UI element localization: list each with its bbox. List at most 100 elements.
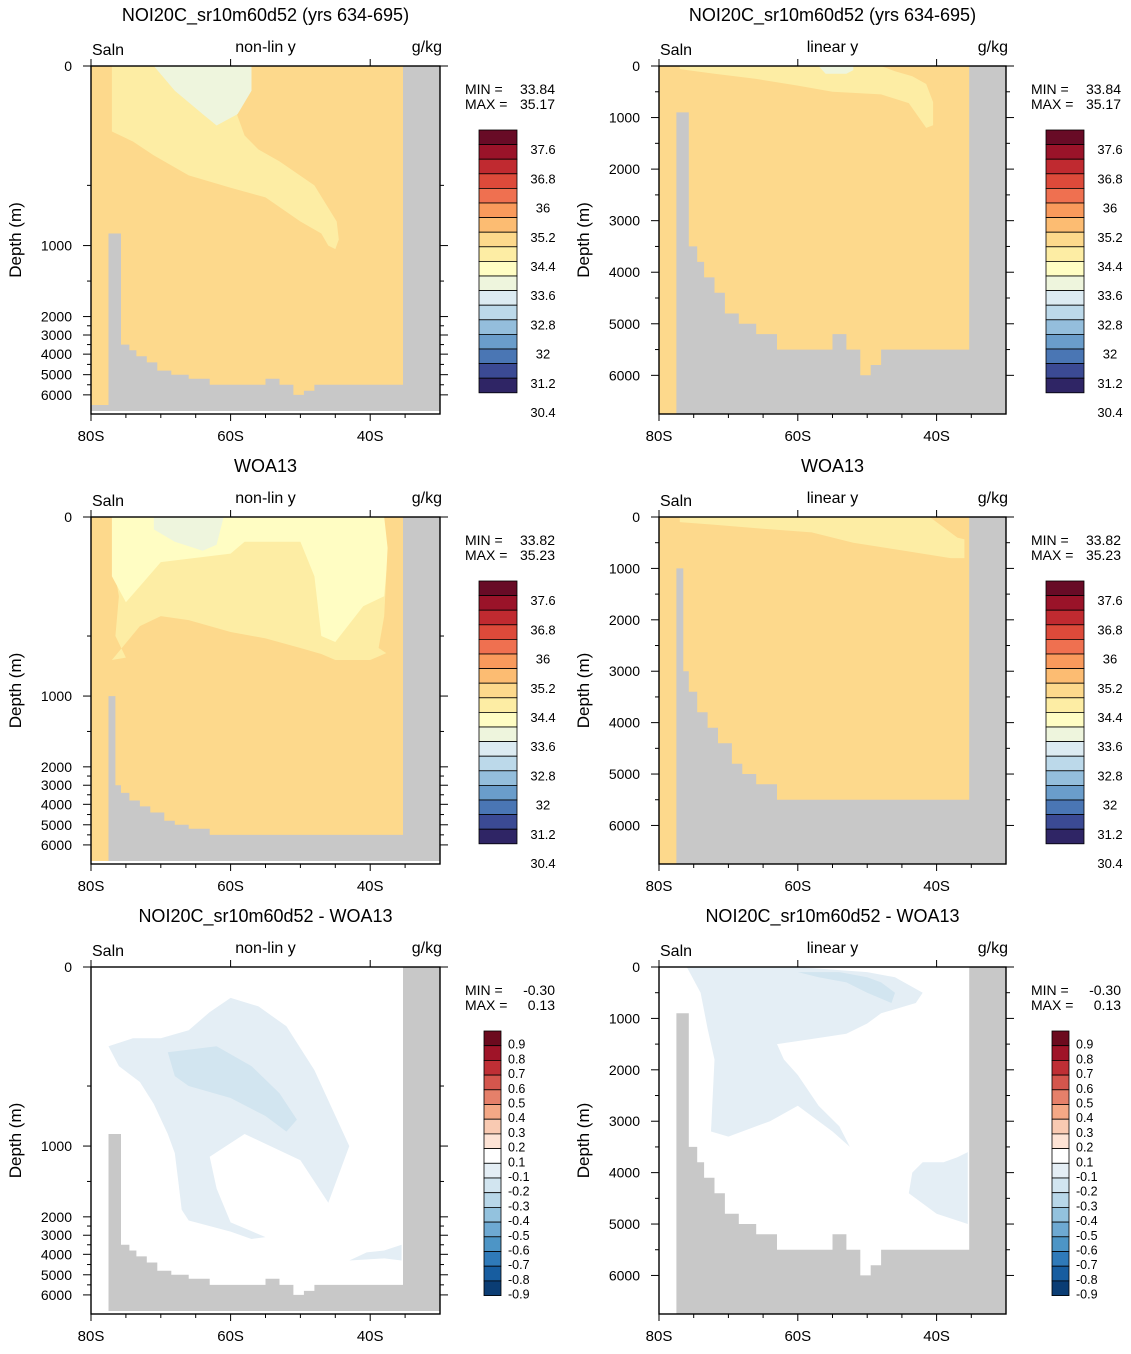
colorbar-label: 30.4 — [1097, 405, 1122, 420]
y-axis-label: Depth (m) — [6, 1103, 25, 1179]
colorbar-label: 32.8 — [1097, 317, 1122, 332]
y-tick-label: 6000 — [41, 837, 72, 853]
colorbar-box — [483, 1280, 502, 1297]
min-value: 33.82 — [520, 532, 555, 548]
colorbar-label: -0.1 — [1076, 1170, 1098, 1184]
colorbar-label: 30.4 — [530, 856, 555, 871]
colorbar-label: -0.5 — [1076, 1229, 1098, 1243]
colorbar-box — [1045, 260, 1085, 277]
y-tick-label: 5000 — [609, 316, 640, 332]
colorbar-box — [478, 144, 518, 160]
min-label: MIN = — [465, 982, 503, 998]
colorbar-box — [1045, 290, 1085, 306]
colorbar-box — [483, 1192, 502, 1208]
plot-area — [91, 967, 440, 1311]
variable-label: Saln — [92, 943, 124, 960]
colorbar-box — [1045, 828, 1085, 845]
y-tick-label: 4000 — [41, 796, 72, 812]
chart-subtitle: linear y — [807, 940, 859, 957]
colorbar-label: 0.3 — [508, 1126, 525, 1140]
colorbar-label: 36.8 — [530, 171, 555, 186]
x-tick-label: 40S — [357, 428, 384, 445]
colorbar-label: 32 — [536, 798, 550, 813]
y-tick-label: 4000 — [41, 346, 72, 362]
max-label: MAX = — [465, 997, 507, 1013]
units-label: g/kg — [412, 490, 442, 507]
x-tick-label: 80S — [78, 878, 105, 895]
colorbar-label: 34.4 — [530, 259, 555, 274]
x-tick-label: 80S — [646, 428, 673, 445]
colorbar-box — [483, 1207, 502, 1223]
y-tick-label: 5000 — [41, 1267, 72, 1283]
colorbar-box — [1045, 814, 1085, 830]
colorbar-label: 0.8 — [1076, 1052, 1093, 1066]
colorbar-label: 0.1 — [508, 1155, 525, 1169]
colorbar: 0.90.80.70.60.50.40.30.20.1-0.1-0.2-0.3-… — [1051, 1030, 1098, 1302]
plot-area — [659, 967, 1006, 1314]
y-tick-label: 1000 — [41, 1138, 72, 1154]
contour-region-3 — [349, 66, 399, 166]
y-tick-label: 2000 — [41, 759, 72, 775]
colorbar-label: 30.4 — [530, 405, 555, 420]
colorbar-box — [483, 1030, 502, 1047]
y-tick-label: 0 — [632, 959, 640, 975]
y-axis-label: Depth (m) — [574, 1103, 593, 1179]
colorbar-label: 0.4 — [1076, 1111, 1093, 1125]
colorbar-box — [478, 377, 518, 394]
contour-region-4 — [378, 517, 402, 654]
colorbar-box — [478, 129, 518, 146]
y-tick-label: 5000 — [41, 817, 72, 833]
chart-subtitle: non-lin y — [235, 39, 295, 56]
max-label: MAX = — [465, 96, 507, 112]
colorbar-box — [1045, 580, 1085, 597]
colorbar-label: 36 — [536, 201, 550, 216]
colorbar: 37.6 36.8 36 35.2 34.4 33.6 32.8 32 31.2 30.4 — [478, 129, 556, 420]
colorbar-label: 0.3 — [1076, 1126, 1093, 1140]
x-tick-label: 40S — [357, 1328, 384, 1345]
colorbar-box — [1045, 231, 1085, 248]
y-tick-label: 0 — [64, 959, 72, 975]
colorbar-box — [1045, 319, 1085, 335]
plot-area — [91, 517, 440, 861]
chart-title: NOI20C_sr10m60d52 (yrs 634-695) — [689, 5, 976, 26]
y-axis-label: Depth (m) — [574, 653, 593, 729]
colorbar-box — [1051, 1280, 1070, 1297]
colorbar-box — [478, 173, 518, 189]
chart-subtitle: non-lin y — [235, 490, 295, 507]
colorbar-box — [478, 726, 518, 743]
x-tick-label: 80S — [646, 878, 673, 895]
chart-title: WOA13 — [801, 456, 864, 476]
colorbar: 0.90.80.70.60.50.40.30.20.1-0.1-0.2-0.3-… — [483, 1030, 530, 1302]
colorbar-box — [1045, 275, 1085, 292]
colorbar-box — [1051, 1162, 1070, 1179]
x-tick-label: 60S — [217, 878, 244, 895]
colorbar-box — [483, 1045, 502, 1061]
colorbar-box — [1051, 1104, 1070, 1120]
colorbar-box — [1045, 173, 1085, 189]
colorbar-label: 32 — [1103, 798, 1117, 813]
y-tick-label: 4000 — [609, 715, 640, 731]
contour-region-1 — [111, 66, 339, 250]
land-mask — [659, 967, 1006, 1314]
y-tick-label: 6000 — [609, 1267, 640, 1283]
colorbar-label: 32.8 — [530, 768, 555, 783]
contour-region-2 — [797, 972, 895, 1003]
min-label: MIN = — [1031, 81, 1069, 97]
colorbar-box — [478, 668, 518, 684]
min-label: MIN = — [465, 81, 503, 97]
min-value: -0.30 — [1089, 982, 1121, 998]
y-tick-label: 3000 — [41, 327, 72, 343]
variable-label: Saln — [92, 42, 124, 59]
colorbar-label: 37.6 — [530, 142, 555, 157]
colorbar-box — [478, 187, 518, 204]
colorbar-label: 32.8 — [1097, 768, 1122, 783]
chart-panel-obs-linear: 80S 60S 40S 0 1000 2000 3000 4000 5000 6000 WOA13 l… — [574, 456, 1123, 895]
colorbar-box — [1045, 712, 1085, 728]
y-tick-label: 2000 — [609, 1062, 640, 1078]
colorbar-box — [1051, 1177, 1070, 1194]
colorbar-label: 36 — [536, 652, 550, 667]
y-tick-label: 1000 — [41, 688, 72, 704]
colorbar-box — [483, 1133, 502, 1150]
x-tick-label: 60S — [217, 428, 244, 445]
y-tick-label: 0 — [632, 58, 640, 74]
